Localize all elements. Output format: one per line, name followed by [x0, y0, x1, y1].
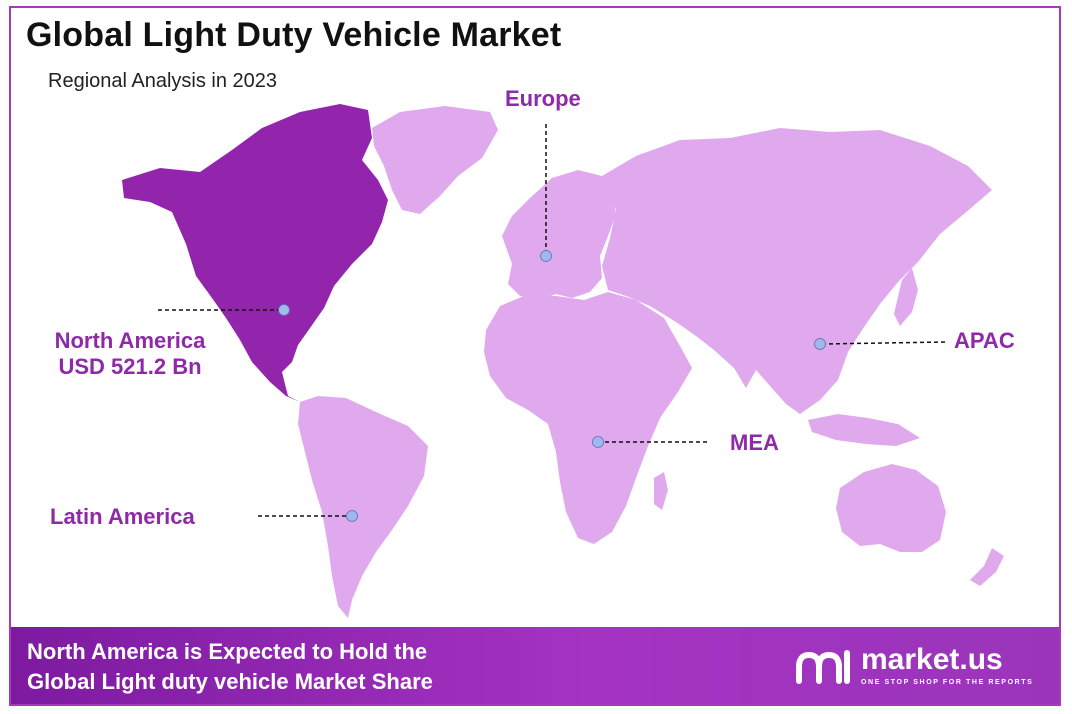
footer-banner: North America is Expected to Hold the Gl…	[11, 627, 1059, 704]
label-north-america-name: North America	[54, 328, 206, 353]
region-europe	[502, 170, 616, 300]
page-subtitle: Regional Analysis in 2023	[48, 70, 278, 92]
region-madagascar	[654, 472, 668, 510]
label-north-america: North America USD 521.2 Bn	[24, 328, 236, 381]
label-north-america-value: USD 521.2 Bn	[58, 354, 202, 380]
region-japan	[894, 268, 918, 326]
region-latin-america	[298, 396, 428, 618]
label-apac: APAC	[954, 328, 1015, 353]
marker-north-america	[278, 304, 290, 316]
brand-block: market.us ONE STOP SHOP FOR THE REPORTS	[795, 641, 1035, 691]
page-title: Global Light Duty Vehicle Market	[26, 16, 562, 54]
marker-europe	[540, 250, 552, 262]
marker-mea	[592, 436, 604, 448]
market-us-logo-icon	[796, 650, 850, 684]
label-latin-america: Latin America	[50, 504, 195, 529]
region-new-zealand	[970, 548, 1004, 586]
region-se-asia-islands	[808, 414, 920, 446]
brand-tagline: ONE STOP SHOP FOR THE REPORTS	[861, 679, 1034, 686]
marker-latin-america	[346, 510, 358, 522]
footer-line-1: North America is Expected to Hold the	[27, 639, 428, 664]
marker-apac	[814, 338, 826, 350]
label-mea: MEA	[730, 430, 779, 455]
region-greenland	[372, 106, 498, 214]
region-north-america	[122, 104, 388, 402]
region-mea	[484, 292, 692, 544]
footer-text: North America is Expected to Hold the Gl…	[27, 637, 433, 697]
brand-name: market.us	[861, 643, 1003, 676]
footer-line-2: Global Light duty vehicle Market Share	[27, 669, 433, 694]
region-australia	[836, 464, 946, 552]
region-asia	[602, 128, 992, 414]
label-europe: Europe	[505, 86, 581, 111]
